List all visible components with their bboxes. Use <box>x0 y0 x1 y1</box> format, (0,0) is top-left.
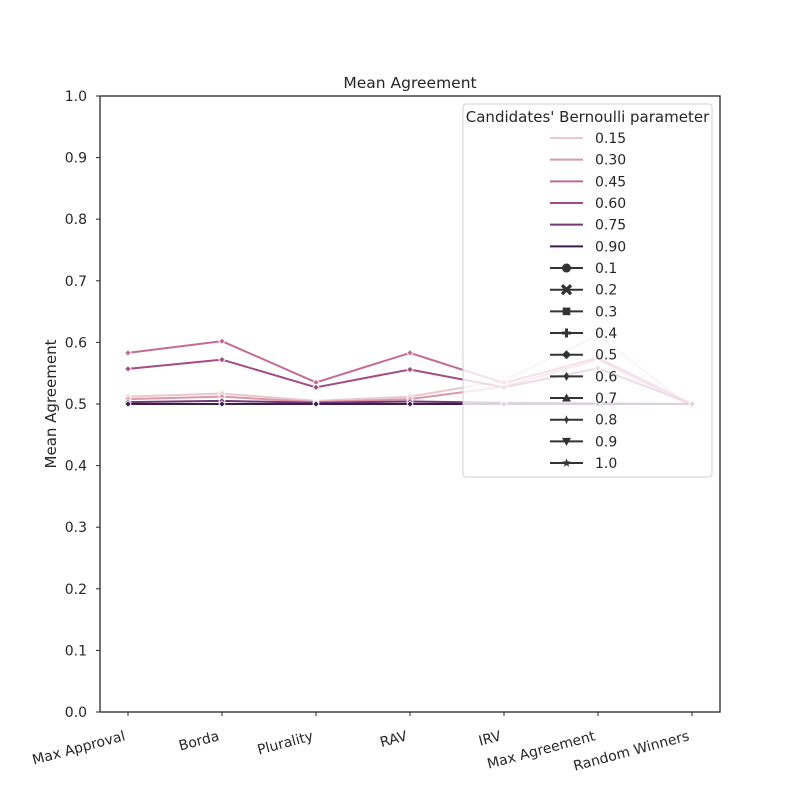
y-tick-label: 0.5 <box>65 397 87 413</box>
legend-entry-label: 0.7 <box>595 391 617 407</box>
legend-marker-triangle-up <box>562 393 571 402</box>
legend-entry-label: 0.5 <box>595 348 617 364</box>
y-tick-label: 0.8 <box>65 212 87 228</box>
y-tick-label: 0.6 <box>65 335 87 351</box>
legend-entry-label: 0.1 <box>595 261 617 277</box>
x-tick-label: Plurality <box>256 728 315 758</box>
data-point <box>406 400 414 408</box>
legend-entry-label: 0.15 <box>595 131 626 147</box>
legend-entry-label: 0.4 <box>595 326 617 342</box>
y-tick-label: 0.2 <box>65 582 87 598</box>
y-tick-label: 0.0 <box>65 705 87 721</box>
y-tick-label: 0.3 <box>65 520 87 536</box>
legend-marker-star4 <box>562 415 571 425</box>
x-tick-label: IRV <box>477 728 503 749</box>
x-tick-label: RAV <box>378 728 409 751</box>
legend-entry-label: 0.45 <box>595 174 626 190</box>
legend-entry-label: 0.90 <box>595 239 626 255</box>
legend-marker-thin-diamond <box>563 371 570 381</box>
y-tick-label: 0.9 <box>65 151 87 167</box>
data-point <box>124 349 132 357</box>
data-point <box>218 400 226 408</box>
legend-entry-label: 0.8 <box>595 413 617 429</box>
legend-marker-star <box>562 458 571 467</box>
legend-entry-label: 0.75 <box>595 218 626 234</box>
legend-box <box>462 103 713 478</box>
data-point <box>406 349 414 357</box>
y-axis-label: Mean Agreement <box>42 339 60 468</box>
data-point <box>312 400 320 408</box>
legend-marker-plus <box>562 328 571 338</box>
x-tick-label: Borda <box>177 728 221 754</box>
legend-marker-circle <box>562 263 571 273</box>
legend-entry-label: 0.6 <box>595 369 617 385</box>
legend-entry-label: 0.3 <box>595 304 617 320</box>
legend: Candidates' Bernoulli parameter 0.15 0.30 0… <box>462 103 713 478</box>
data-point <box>218 337 226 345</box>
data-point <box>218 355 226 364</box>
data-point <box>124 400 132 408</box>
y-tick-label: 1.0 <box>65 89 87 105</box>
legend-marker-square <box>562 307 571 316</box>
legend-marker-triangle-down <box>562 437 571 446</box>
data-point <box>124 365 132 373</box>
legend-marker-diamond <box>562 350 571 360</box>
data-point <box>312 383 320 392</box>
y-tick-label: 0.1 <box>65 643 87 659</box>
legend-entry-label: 0.9 <box>595 434 617 450</box>
data-point <box>406 365 414 374</box>
y-tick-label: 0.4 <box>65 459 87 475</box>
legend-entry-label: 1.0 <box>595 456 617 472</box>
legend-title: Candidates' Bernoulli parameter <box>466 108 710 126</box>
legend-marker-x <box>560 284 573 296</box>
legend-entry-label: 0.30 <box>595 153 626 169</box>
x-tick-label: Max Approval <box>31 728 127 768</box>
legend-entry-label: 0.2 <box>595 283 617 299</box>
legend-entry-label: 0.60 <box>595 196 626 212</box>
y-tick-label: 0.7 <box>65 274 87 290</box>
y-axis: 0.0 0.1 0.2 0.3 0.4 0.5 0.6 0.7 0.8 0.9 1.0 <box>65 89 100 721</box>
chart-title: Mean Agreement <box>343 74 476 92</box>
